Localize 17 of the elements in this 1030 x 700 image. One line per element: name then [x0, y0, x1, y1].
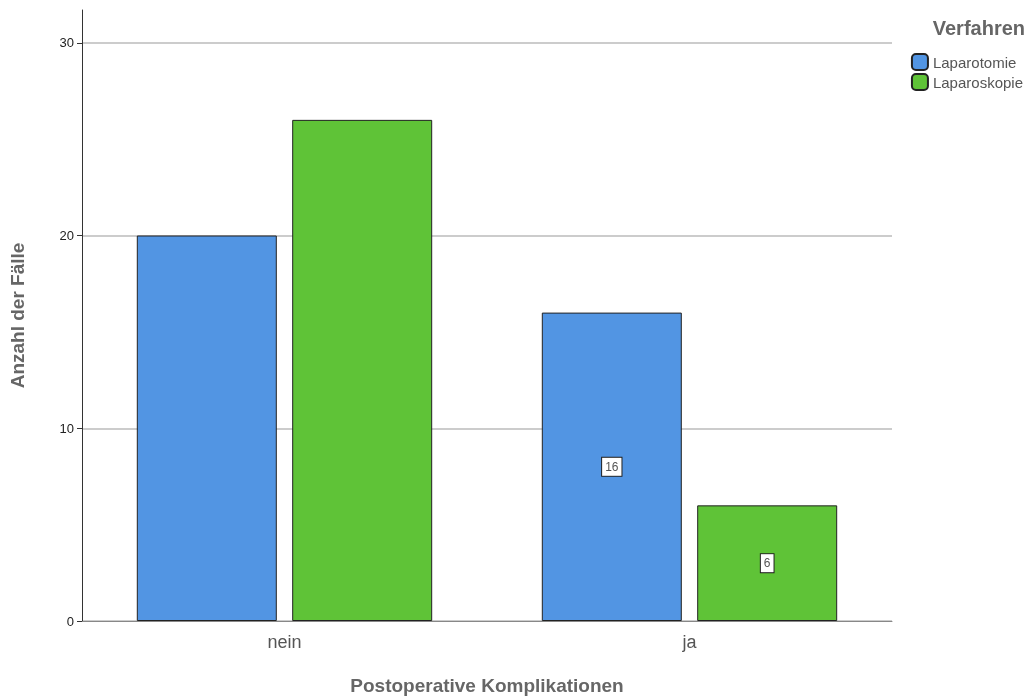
legend-title: Verfahren: [932, 17, 1025, 39]
y-tick-label: 0: [66, 613, 74, 629]
x-tick-label: nein: [267, 632, 302, 652]
y-tick-label: 10: [59, 420, 74, 436]
data-label: 16: [605, 459, 619, 474]
bar: [136, 235, 277, 621]
x-axis-title: Postoperative Komplikationen: [350, 675, 624, 696]
y-tick-label: 30: [59, 35, 74, 51]
y-tick-label: 20: [59, 228, 74, 244]
legend-label: Laparotomie: [932, 53, 1017, 71]
bar: [541, 312, 682, 621]
bar: [697, 505, 838, 621]
data-label: 6: [763, 556, 771, 571]
bar: [292, 119, 433, 621]
x-tick-label: ja: [681, 632, 698, 652]
legend-label: Laparoskopie: [932, 73, 1024, 91]
y-axis-title: Anzahl der Fälle: [7, 242, 28, 389]
